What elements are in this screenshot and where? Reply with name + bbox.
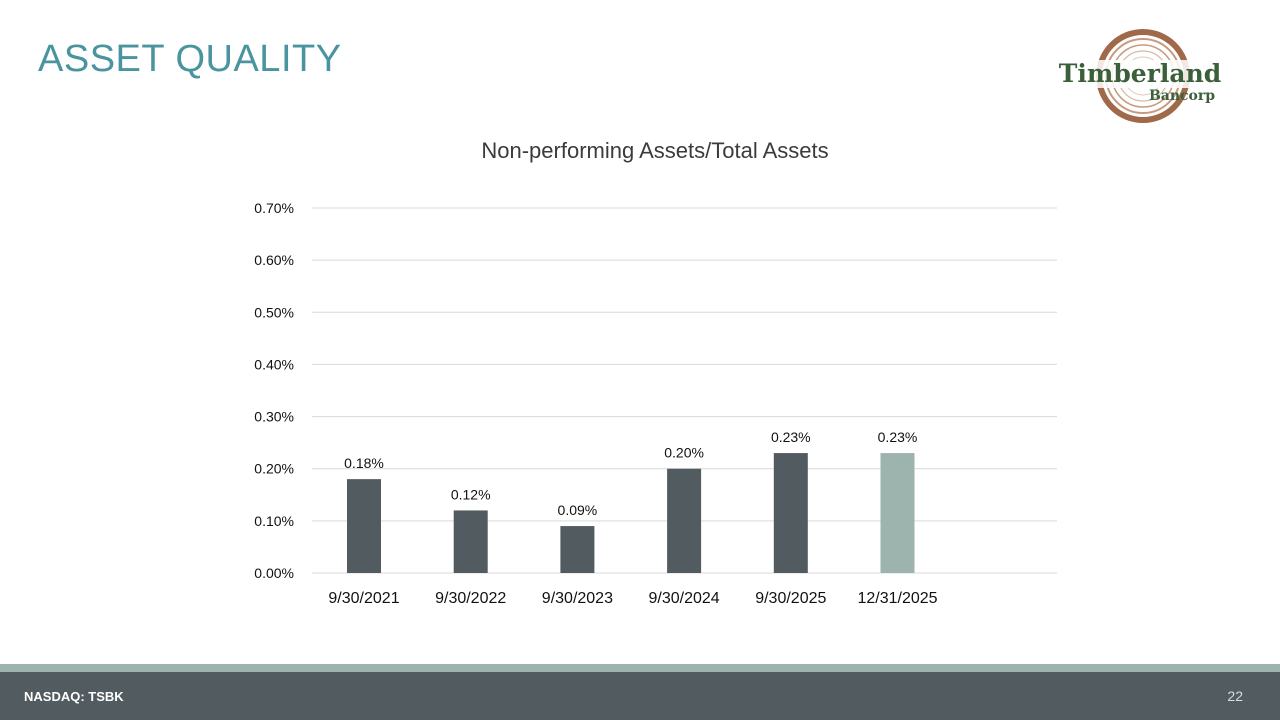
y-tick-label: 0.40% — [254, 356, 294, 372]
bar — [667, 468, 702, 573]
data-label: 0.23% — [878, 429, 918, 445]
y-tick-label: 0.00% — [254, 565, 294, 581]
timberland-bancorp-logo: Timberland Bancorp — [1056, 29, 1228, 123]
y-tick-label: 0.60% — [254, 252, 294, 268]
bar — [560, 526, 595, 573]
x-tick-label: 9/30/2025 — [755, 590, 826, 607]
footer-accent-bar — [0, 664, 1280, 672]
page-number: 22 — [1227, 688, 1243, 704]
slide-title: ASSET QUALITY — [38, 38, 342, 80]
bar-chart: 0.00% 0.10% 0.20% 0.30% 0.40% 0.50% 0.60% 0.70%… — [254, 200, 1057, 607]
data-label: 0.18% — [344, 455, 384, 471]
y-tick-label: 0.30% — [254, 409, 294, 425]
footer-bar — [0, 672, 1280, 720]
footer-ticker: NASDAQ: TSBK — [24, 689, 124, 704]
bar — [347, 479, 381, 573]
data-label: 0.23% — [771, 429, 811, 445]
x-tick-label: 9/30/2023 — [542, 590, 613, 607]
bar — [773, 453, 808, 573]
y-tick-label: 0.20% — [254, 461, 294, 477]
x-tick-label: 9/30/2021 — [328, 590, 399, 607]
data-label: 0.20% — [664, 445, 704, 461]
logo-name-line2: Bancorp — [1149, 88, 1215, 104]
y-tick-label: 0.70% — [254, 200, 294, 216]
logo-name-line1: Timberland — [1059, 59, 1221, 88]
bar — [453, 510, 488, 573]
y-tick-label: 0.10% — [254, 513, 294, 529]
y-tick-label: 0.50% — [254, 304, 294, 320]
data-label: 0.12% — [451, 486, 491, 502]
bar — [880, 453, 915, 573]
data-label: 0.09% — [558, 502, 598, 518]
chart-title: Non-performing Assets/Total Assets — [481, 138, 829, 163]
x-tick-label: 9/30/2024 — [649, 590, 720, 607]
x-tick-label: 12/31/2025 — [857, 590, 937, 607]
x-tick-label: 9/30/2022 — [435, 590, 506, 607]
